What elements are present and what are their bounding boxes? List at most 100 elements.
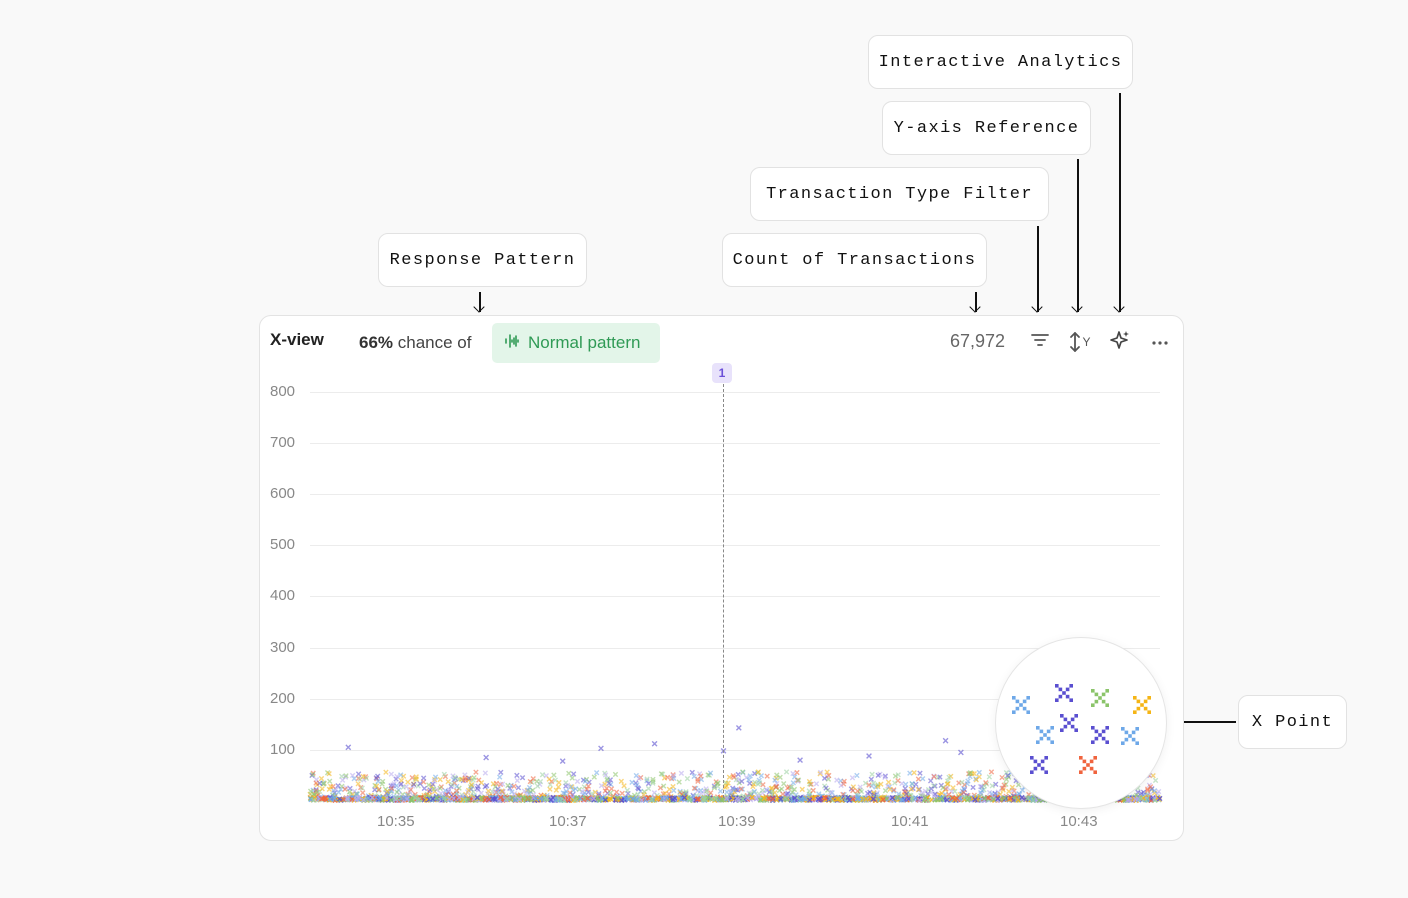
data-point xyxy=(707,770,714,776)
data-point xyxy=(746,777,752,783)
data-point xyxy=(660,783,667,789)
data-point xyxy=(889,794,896,801)
data-point xyxy=(870,796,877,802)
data-point xyxy=(539,772,546,778)
callout-y-axis-reference: Y-axis Reference xyxy=(882,101,1091,155)
data-point xyxy=(979,787,985,794)
interactive-analytics-button[interactable] xyxy=(1105,328,1135,356)
data-point xyxy=(629,779,635,785)
data-point xyxy=(373,783,380,789)
data-point xyxy=(684,775,691,782)
data-point xyxy=(644,776,650,782)
data-point xyxy=(394,795,400,801)
data-point xyxy=(867,789,873,795)
data-point xyxy=(427,787,433,793)
data-point xyxy=(747,773,753,779)
x-tick-label: 10:43 xyxy=(1060,813,1098,830)
data-point xyxy=(589,790,595,797)
data-point xyxy=(823,785,829,791)
more-options-button[interactable] xyxy=(1145,328,1175,356)
data-point xyxy=(894,794,901,801)
data-point xyxy=(322,795,328,801)
y-axis-button[interactable]: Y xyxy=(1063,328,1097,356)
data-point xyxy=(756,780,763,786)
data-point xyxy=(405,779,411,785)
data-point xyxy=(681,794,688,801)
data-point xyxy=(815,796,822,803)
data-point xyxy=(584,795,591,802)
data-point xyxy=(938,796,945,802)
arrow-y-axis-reference xyxy=(1077,159,1079,312)
data-point xyxy=(394,789,400,795)
data-point xyxy=(747,780,753,787)
data-point xyxy=(310,797,317,803)
data-point xyxy=(965,778,971,784)
data-point xyxy=(644,778,650,784)
data-point xyxy=(515,784,522,791)
data-point xyxy=(907,770,913,776)
data-point xyxy=(584,786,590,792)
data-point xyxy=(365,795,371,801)
data-point xyxy=(547,782,553,788)
data-point xyxy=(827,795,833,802)
data-point xyxy=(498,769,504,776)
more-icon xyxy=(1151,333,1169,351)
data-point xyxy=(349,772,356,779)
x-tick-label: 10:35 xyxy=(377,813,415,830)
data-point xyxy=(534,783,541,789)
data-point xyxy=(726,774,733,780)
data-point xyxy=(355,771,362,777)
data-point xyxy=(782,795,788,802)
data-point xyxy=(504,796,510,802)
data-point xyxy=(483,782,490,789)
data-point xyxy=(1006,788,1012,795)
data-point xyxy=(976,769,983,776)
data-point xyxy=(900,797,906,803)
data-point xyxy=(764,773,770,779)
data-point xyxy=(635,791,641,798)
data-point xyxy=(454,783,460,790)
data-point xyxy=(458,776,465,783)
data-point xyxy=(693,785,699,792)
data-point xyxy=(824,769,830,775)
y-tick-label: 500 xyxy=(270,536,296,553)
data-point xyxy=(740,769,746,775)
data-point xyxy=(430,781,436,787)
y-tick-label: 400 xyxy=(270,587,296,604)
data-point xyxy=(310,771,316,778)
data-point xyxy=(602,797,609,803)
data-point xyxy=(711,785,718,791)
zoom-point xyxy=(1079,756,1097,774)
data-point xyxy=(569,775,575,781)
arrow-interactive-analytics xyxy=(1119,93,1121,312)
data-point xyxy=(1005,772,1011,779)
response-pattern-badge[interactable]: Normal pattern xyxy=(492,323,660,363)
data-point xyxy=(499,781,506,787)
filter-button[interactable] xyxy=(1025,328,1055,356)
data-point xyxy=(430,796,436,802)
data-point xyxy=(755,769,762,775)
filter-icon xyxy=(1030,332,1050,353)
data-point xyxy=(723,795,730,801)
data-point xyxy=(577,795,584,802)
data-point xyxy=(527,778,533,785)
data-point xyxy=(516,795,522,801)
data-point xyxy=(645,785,652,792)
data-point xyxy=(598,745,604,752)
data-point xyxy=(559,758,566,765)
data-point xyxy=(770,796,776,802)
data-point xyxy=(420,775,427,781)
data-point xyxy=(360,790,366,796)
data-point xyxy=(735,724,742,731)
data-point xyxy=(344,796,351,802)
data-point xyxy=(327,778,333,784)
data-point xyxy=(664,774,671,780)
event-marker-badge[interactable]: 1 xyxy=(712,363,732,383)
x-point-zoom-lens xyxy=(995,637,1167,809)
data-point xyxy=(777,774,783,781)
data-point xyxy=(1001,795,1008,801)
data-point xyxy=(409,775,415,781)
data-point xyxy=(738,786,744,792)
data-point xyxy=(383,769,389,775)
data-point xyxy=(434,795,440,801)
